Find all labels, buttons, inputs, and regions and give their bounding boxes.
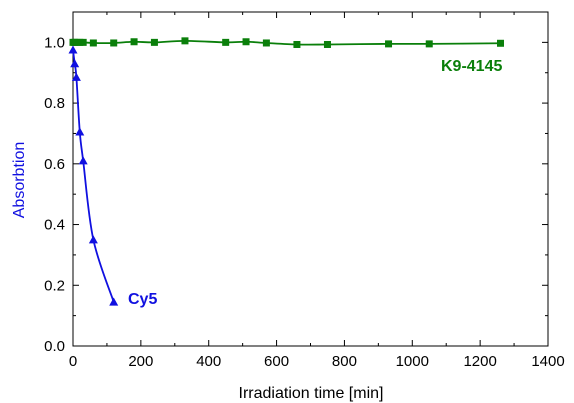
series-line-cy5 [72,49,115,303]
y-tick-label: 0.6 [44,156,65,173]
data-point-cy5 [68,45,78,54]
data-point-k9-4145 [425,40,433,48]
data-point-k9-4145 [385,40,393,48]
series-label-cy5: Cy5 [128,291,157,308]
data-point-cy5 [71,72,81,81]
x-axis-title: Irradiation time [min] [239,385,384,402]
series-label-k9-4145: K9-4145 [441,58,502,75]
data-point-k9-4145 [293,40,301,48]
x-tick-label: 1200 [463,353,496,370]
x-tick-label: 200 [128,353,153,370]
x-tick-label: 800 [332,353,357,370]
data-point-k9-4145 [222,38,230,46]
data-point-k9-4145 [262,39,270,47]
y-tick-label: 0.2 [44,277,65,294]
tick-marks [72,12,549,347]
y-tick-label: 1.0 [44,34,65,51]
y-tick-label: 0.4 [44,217,65,234]
y-axis-title: Absorbtion [11,142,28,219]
y-tick-label: 0.0 [44,338,65,355]
data-point-k9-4145 [150,38,158,46]
data-point-cy5 [70,59,80,68]
series-cy5 [68,45,119,306]
data-point-k9-4145 [79,38,87,46]
x-tick-label: 1000 [396,353,429,370]
data-point-k9-4145 [242,38,250,46]
data-point-cy5 [75,127,85,136]
y-tick-label: 0.8 [44,95,65,112]
x-tick-label: 0 [69,353,77,370]
series-layer [68,37,504,306]
data-point-k9-4145 [110,39,118,47]
x-tick-label: 1400 [531,353,564,370]
data-point-k9-4145 [181,37,189,45]
x-tick-label: 400 [196,353,221,370]
data-point-k9-4145 [130,38,138,46]
data-point-k9-4145 [497,39,504,47]
data-point-cy5 [88,235,98,244]
data-point-cy5 [78,156,88,165]
data-point-k9-4145 [89,39,97,47]
x-tick-label: 600 [264,353,289,370]
data-point-k9-4145 [323,40,331,48]
data-point-cy5 [109,297,119,306]
series-k9-4145 [69,37,504,48]
tick-labels: 0 200 400 600 800 1000 1200 1400 0.0 0.2 0.4 0.6 0.8… [44,34,565,370]
